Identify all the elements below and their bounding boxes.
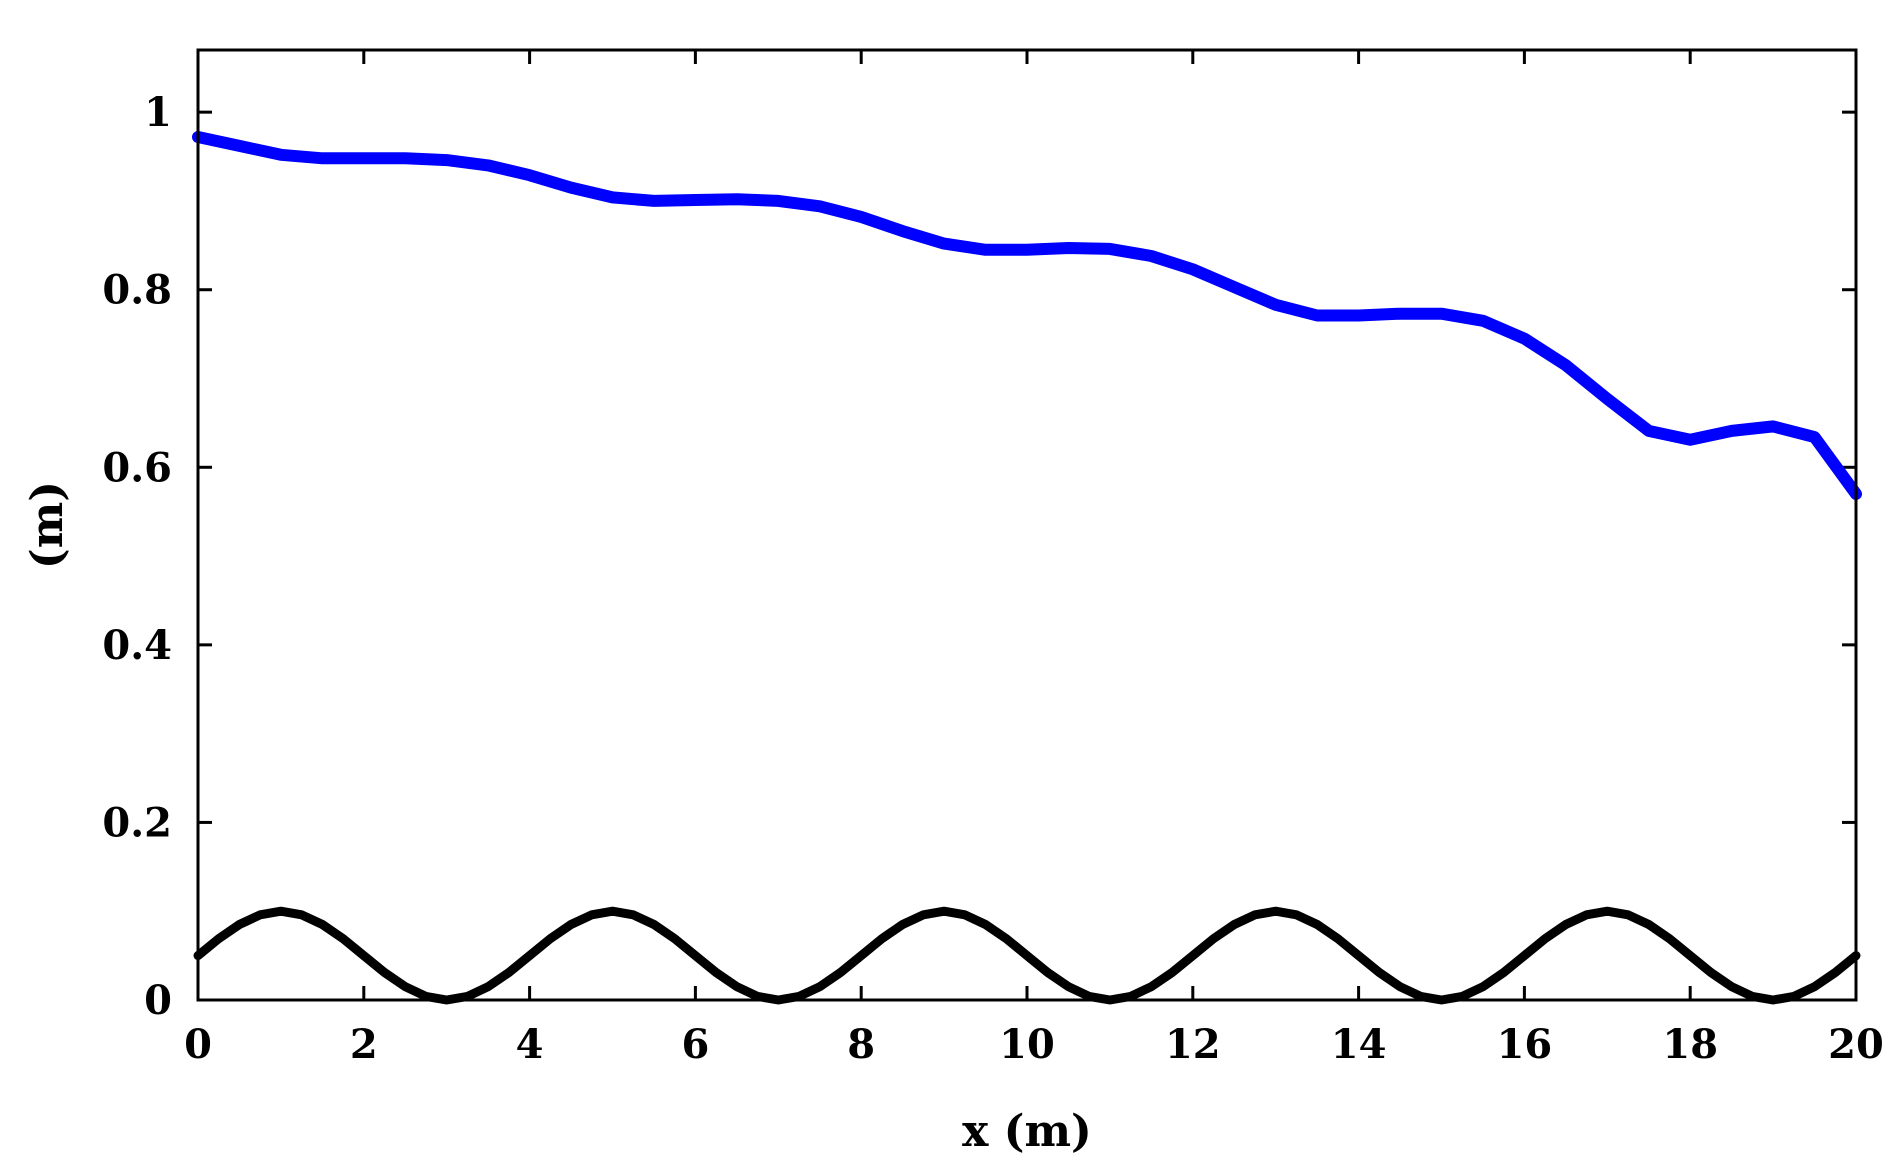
- tick-labels: 0 2 4 6 8 10 12 14 16 18 20 0 0.2 0.4 0.6 0.8 1: [102, 89, 1883, 1068]
- y-tick-label: 0.2: [102, 799, 172, 846]
- y-tick-label: 0.4: [102, 622, 172, 669]
- x-tick-label: 2: [350, 1021, 378, 1068]
- y-tick-label: 1: [144, 89, 172, 136]
- x-tick-label: 16: [1497, 1021, 1553, 1068]
- x-tick-label: 0: [184, 1021, 212, 1068]
- series-line-1: [193, 906, 1861, 1005]
- series-layer: [192, 131, 1862, 1005]
- x-tick-label: 14: [1331, 1021, 1387, 1068]
- y-tick-label: 0.8: [102, 267, 172, 314]
- axis-ticks: [196, 50, 1858, 1002]
- x-axis-title: x (m): [962, 1106, 1092, 1157]
- y-axis-title: (m): [22, 481, 73, 569]
- y-tick-label: 0: [144, 977, 172, 1024]
- x-tick-label: 6: [681, 1021, 709, 1068]
- x-tick-label: 10: [999, 1021, 1055, 1068]
- plot-frame: [196, 48, 1858, 1002]
- series-line-0: [192, 131, 1862, 500]
- x-tick-label: 20: [1828, 1021, 1884, 1068]
- x-tick-label: 4: [516, 1021, 544, 1068]
- x-tick-label: 18: [1662, 1021, 1718, 1068]
- x-tick-label: 8: [847, 1021, 875, 1068]
- x-tick-label: 12: [1165, 1021, 1221, 1068]
- y-tick-label: 0.6: [102, 444, 172, 491]
